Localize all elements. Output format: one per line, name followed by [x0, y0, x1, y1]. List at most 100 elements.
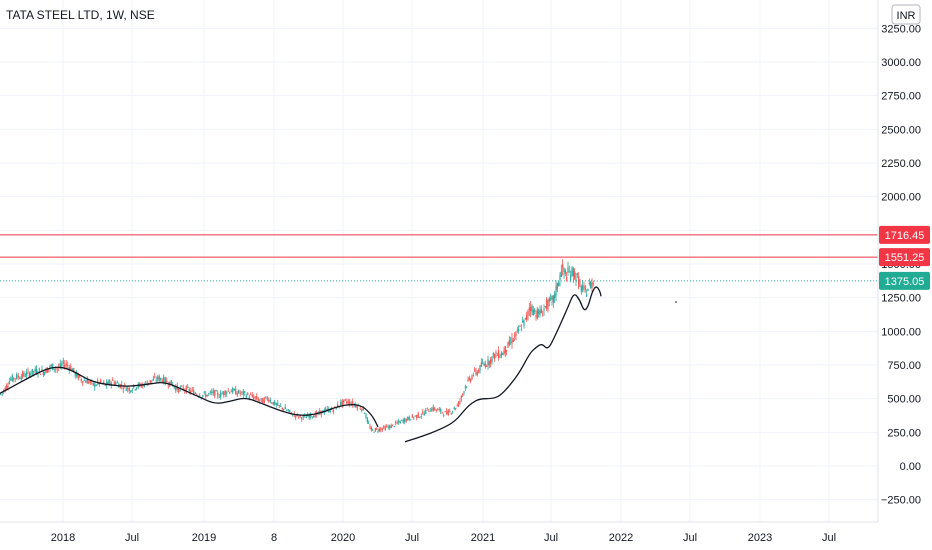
candle-body: [475, 370, 477, 374]
trend-curve[interactable]: [404, 286, 602, 443]
candle-body: [209, 391, 211, 393]
candle-body: [488, 361, 490, 366]
x-tick-label: 2022: [609, 532, 633, 544]
candle-body: [295, 415, 297, 418]
candle-body: [566, 276, 568, 281]
candle-body: [77, 374, 79, 379]
candle-body: [64, 364, 66, 368]
candle-body: [337, 404, 339, 408]
candle-body: [31, 368, 33, 375]
candle-body: [352, 401, 354, 406]
candle-body: [305, 416, 307, 419]
candle-body: [380, 428, 382, 431]
candle-body: [426, 407, 428, 409]
candle-body: [507, 341, 509, 348]
candle-body: [365, 414, 367, 418]
candle-body: [558, 282, 560, 286]
candle-body: [278, 405, 280, 406]
candle-body: [499, 356, 501, 358]
candle-body: [527, 310, 529, 316]
candle-body: [104, 384, 106, 386]
candle-body: [372, 429, 374, 431]
candle-body: [571, 267, 573, 276]
candle-body: [41, 369, 43, 372]
candle-body: [14, 378, 16, 380]
price-level-badge: [879, 248, 930, 267]
candle-body: [248, 396, 250, 398]
candle-body: [472, 374, 474, 376]
candle-body: [503, 350, 505, 354]
candle-body: [483, 364, 485, 366]
candle-body: [534, 309, 536, 312]
y-tick-label: 3250.00: [881, 23, 921, 35]
candle-body: [284, 406, 286, 410]
candle-body: [268, 399, 270, 402]
candle-body: [356, 405, 358, 409]
y-tick-label: 2000.00: [881, 192, 921, 204]
x-tick-label: 2018: [51, 532, 75, 544]
candle-body: [374, 428, 376, 432]
candle-body: [361, 409, 363, 411]
trend-curve-historic[interactable]: [0, 366, 379, 428]
candle-body: [492, 352, 494, 356]
candle-body: [4, 387, 6, 392]
candle-body: [45, 368, 47, 374]
candle-body: [389, 425, 391, 429]
candle-body: [347, 401, 349, 404]
candle-body: [562, 264, 564, 269]
candle-body: [161, 380, 163, 383]
candle-body: [61, 364, 63, 366]
candle-body: [208, 393, 210, 395]
candle-body: [522, 320, 524, 323]
candle-body: [500, 353, 502, 357]
candle-body: [494, 354, 496, 359]
candle-body: [95, 385, 97, 386]
candle-body: [574, 271, 576, 279]
candle-body: [220, 392, 222, 398]
candle-body: [40, 373, 42, 375]
candle-body: [411, 415, 413, 418]
candle-body: [152, 378, 154, 381]
y-tick-label: 3000.00: [881, 57, 921, 69]
horizontal-price-levels: [0, 234, 878, 282]
candle-body: [262, 398, 264, 403]
candle-body: [244, 391, 246, 394]
candle-body: [384, 426, 386, 430]
candle-body: [434, 407, 436, 411]
candle-body: [74, 372, 76, 376]
candle-body: [456, 405, 458, 407]
chart-title: TATA STEEL LTD, 1W, NSE: [6, 8, 155, 22]
candle-body: [7, 386, 9, 387]
candle-body: [584, 286, 586, 290]
candle-body: [510, 341, 512, 343]
time-axis-background: [0, 522, 932, 550]
currency-badge[interactable]: [891, 4, 921, 25]
time-axis[interactable]: 2018 Jul 2019 8 2020 Jul 2021 Jul 2022 Jul 2023 Jul: [51, 532, 836, 544]
candle-body: [455, 408, 457, 410]
candle-body: [203, 392, 205, 394]
candle-body: [326, 408, 328, 410]
candle-body: [459, 400, 461, 402]
candle-body: [578, 276, 580, 288]
candle-body: [383, 426, 385, 428]
candle-body: [224, 390, 226, 395]
chart-grid: [0, 0, 878, 522]
candle-body: [28, 372, 30, 377]
candle-body: [410, 419, 412, 421]
candle-body: [516, 329, 518, 331]
candle-body: [511, 337, 513, 344]
candle-body: [498, 350, 500, 359]
candle-body: [422, 411, 424, 413]
candle-body: [567, 267, 569, 273]
candle-body: [369, 426, 371, 429]
candle-body: [373, 431, 375, 433]
candle-body: [449, 410, 451, 412]
candle-body: [405, 419, 407, 422]
candle-body: [419, 416, 421, 418]
candle-body: [260, 398, 262, 400]
candle-body: [263, 398, 265, 403]
cursor-dot: [675, 301, 677, 303]
candle-body: [550, 298, 552, 299]
x-tick-label: 2019: [192, 532, 216, 544]
